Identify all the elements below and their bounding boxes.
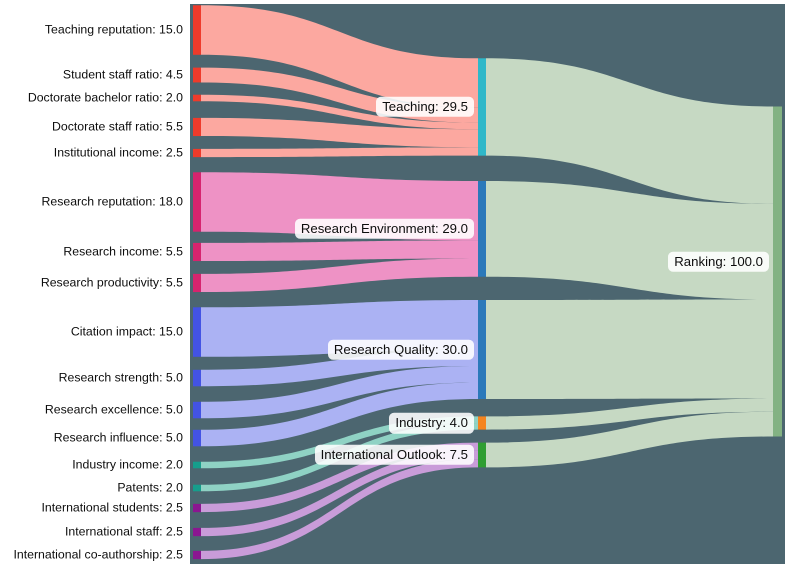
flow-institutional_income-to-teaching[interactable] — [201, 147, 478, 158]
node-bar-doctorate_bachelor_ratio[interactable] — [193, 94, 201, 102]
flow-research_reputation-to-research_environment[interactable] — [201, 172, 478, 241]
node-bar-institutional_income[interactable] — [193, 148, 201, 158]
node-bar-research_income[interactable] — [193, 242, 201, 262]
node-bar-research_reputation[interactable] — [193, 172, 201, 232]
node-bar-research_excellence[interactable] — [193, 401, 201, 419]
node-bar-research_quality[interactable] — [478, 300, 486, 399]
flow-international_outlook-to-ranking[interactable] — [486, 411, 773, 468]
node-bar-student_staff_ratio[interactable] — [193, 67, 201, 83]
flow-industry-to-ranking[interactable] — [486, 398, 773, 430]
flow-teaching-to-ranking[interactable] — [486, 58, 773, 204]
node-bar-international_outlook[interactable] — [478, 442, 486, 468]
node-bar-research_influence[interactable] — [193, 429, 201, 447]
flow-doctorate_staff_ratio-to-teaching[interactable] — [201, 117, 478, 148]
node-bar-research_environment[interactable] — [478, 181, 486, 277]
node-bar-doctorate_staff_ratio[interactable] — [193, 117, 201, 137]
flow-research_quality-to-ranking[interactable] — [486, 299, 773, 399]
node-bar-international_staff[interactable] — [193, 527, 201, 537]
flow-citation_impact-to-research_quality[interactable] — [201, 300, 478, 357]
node-bar-teaching[interactable] — [478, 58, 486, 156]
node-bar-industry[interactable] — [478, 416, 486, 430]
node-bar-teaching_reputation[interactable] — [193, 5, 201, 55]
flow-research_income-to-research_environment[interactable] — [201, 240, 478, 262]
node-bar-citation_impact[interactable] — [193, 307, 201, 357]
flow-industry_income-to-industry[interactable] — [201, 416, 478, 469]
node-bar-industry_income[interactable] — [193, 461, 201, 469]
node-bar-international_students[interactable] — [193, 503, 201, 513]
node-bar-international_co_authorship[interactable] — [193, 550, 201, 560]
flow-international_students-to-international_outlook[interactable] — [201, 442, 478, 513]
flow-research_excellence-to-research_quality[interactable] — [201, 366, 478, 419]
node-bar-patents[interactable] — [193, 484, 201, 492]
flow-teaching_reputation-to-teaching[interactable] — [201, 5, 478, 108]
flow-doctorate_bachelor_ratio-to-teaching[interactable] — [201, 94, 478, 130]
flow-international_staff-to-international_outlook[interactable] — [201, 450, 478, 537]
flow-research_influence-to-research_quality[interactable] — [201, 382, 478, 447]
node-bar-research_productivity[interactable] — [193, 273, 201, 293]
node-bar-research_strength[interactable] — [193, 369, 201, 387]
flow-research_productivity-to-research_environment[interactable] — [201, 258, 478, 293]
flow-international_co_authorship-to-international_outlook[interactable] — [201, 459, 478, 560]
node-bar-ranking[interactable] — [773, 106, 782, 437]
